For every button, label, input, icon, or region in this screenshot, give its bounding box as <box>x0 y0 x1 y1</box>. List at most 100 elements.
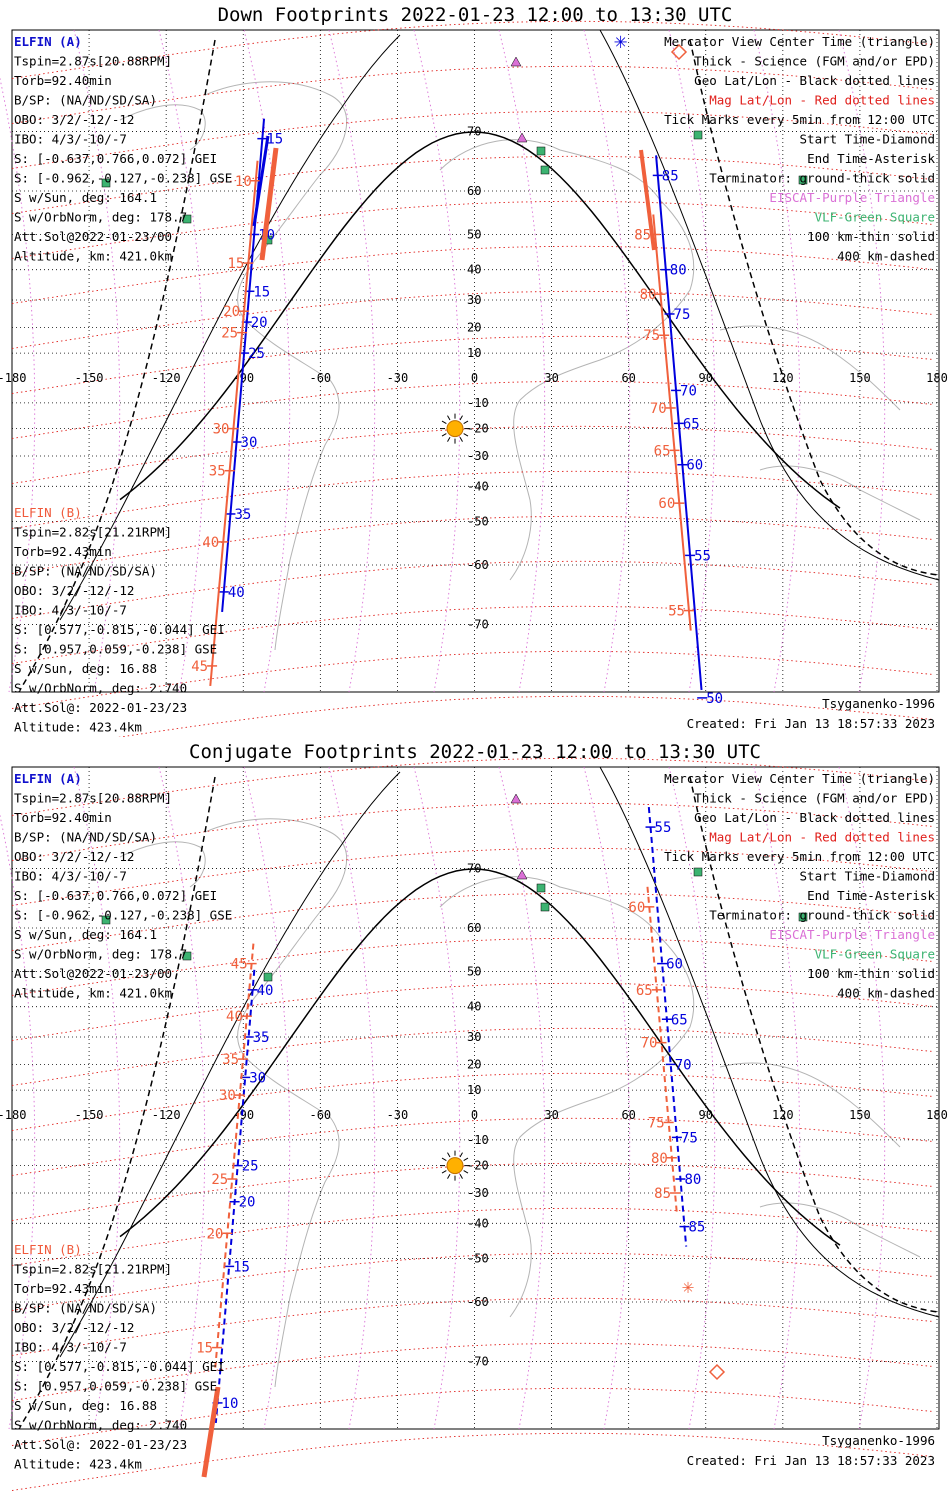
mag-parallel <box>11 245 933 304</box>
legend-item: 400 km-dashed <box>837 986 935 1001</box>
map-down-footprints: -180 -150 -120 -90 -60 -30 0 30 60 90 120 150 180706… <box>0 20 948 737</box>
elfin-b-track-east <box>646 886 678 1214</box>
coastline <box>119 104 206 151</box>
lon-tick-label: 30 <box>544 1108 558 1122</box>
vlf-square-icon <box>540 165 550 175</box>
mag-meridian <box>0 76 36 693</box>
elfin-a-track-west-tick-label: 15 <box>233 1259 250 1275</box>
elfin-a-track-east-tick-label: 85 <box>662 168 679 184</box>
terminator-400km <box>689 776 940 1313</box>
map-frame <box>11 29 940 693</box>
elfin-b-info-line: Tspin=2.82s[21.21RPM] <box>14 1262 172 1277</box>
elfin-a-info-line: S w/OrbNorm, deg: 178.7 <box>14 947 187 962</box>
lat-tick-label: 60 <box>467 921 481 935</box>
elfin-b-info-line: IBO: 4/3/-10/-7 <box>14 603 127 618</box>
lon-tick-label: 60 <box>621 1108 635 1122</box>
lat-tick-label: 10 <box>467 1083 481 1097</box>
mag-parallel <box>11 200 933 259</box>
lat-tick-label: 20 <box>467 1057 481 1071</box>
mag-parallel <box>11 290 933 349</box>
mag-meridian <box>753 29 801 693</box>
terminator-100km <box>599 29 940 581</box>
elfin-a-track-east-tick-label: 55 <box>694 548 711 564</box>
mag-meridian <box>0 813 36 1430</box>
elfin-b-track-east-tick-label: 85 <box>634 227 651 243</box>
lat-tick-label: 40 <box>467 1000 481 1014</box>
lat-tick-label: -40 <box>467 479 489 493</box>
elfin-a-track-west-tick-label: 30 <box>249 1070 266 1086</box>
elfin-b-info-line: S w/OrbNorm, deg: 2.740 <box>14 681 187 696</box>
elfin-a-track-east <box>647 806 688 1247</box>
terminator-ground <box>119 868 841 1246</box>
vlf-square-icon <box>693 867 703 877</box>
legend-item: Thick - Science (FGM and/or EPD) <box>694 54 935 69</box>
mag-parallel <box>11 1252 933 1311</box>
mag-meridian <box>498 29 546 693</box>
elfin-b-track-west-tick-label: 40 <box>202 535 219 551</box>
elfin-b-track-west-tick-label: 45 <box>191 659 208 675</box>
mag-parallel <box>11 1117 933 1176</box>
elfin-a-info-line: Tspin=2.87s[20.88RPM] <box>14 791 172 806</box>
elfin-b-info-line: B/SP: (NA/ND/SD/SA) <box>14 564 157 579</box>
elfin-a-info-line: S w/Sun, deg: 164.1 <box>14 190 157 205</box>
elfin-b-track-west <box>209 160 259 687</box>
coastline <box>719 325 901 411</box>
created-stamp: Created: Fri Jan 13 18:57:33 2023 <box>687 1453 935 1468</box>
elfin-a-track-west-tick-label: 15 <box>253 284 270 300</box>
elfin-b-track-east-tick-label: 70 <box>650 401 667 417</box>
elfin-b-info-line: Tspin=2.82s[21.21RPM] <box>14 525 172 540</box>
vlf-square-icon <box>798 175 808 185</box>
end-time-asterisk-icon: ✳ <box>682 1274 694 1298</box>
legend-item: VLF-Green Square <box>815 947 935 962</box>
elfin-a-track-east-tick-label: 80 <box>670 263 687 279</box>
lon-tick-label: -60 <box>309 371 331 385</box>
elfin-b-track-west-tick-label: 35 <box>209 464 226 480</box>
elfin-a-info-line: S: [-0.962,-0.127,-0.238] GSE <box>14 171 232 186</box>
sun-ray <box>447 437 451 442</box>
elfin-b-info-line: OBO: 3/2/-12/-12 <box>14 583 134 598</box>
elfin-a-info-line: Altitude, km: 421.0km <box>14 249 172 264</box>
elfin-a-info-line: OBO: 3/2/-12/-12 <box>14 849 134 864</box>
mag-parallel <box>11 1432 933 1491</box>
mag-meridian <box>73 29 121 693</box>
elfin-a-name: ELFIN (A) <box>14 34 82 49</box>
legend-item: 100 km-thin solid <box>807 966 935 981</box>
legend-item: Mercator View Center Time (triangle) <box>664 771 935 786</box>
vlf-square-icon <box>182 214 192 224</box>
lon-tick-label: 90 <box>699 371 713 385</box>
lat-tick-label: -60 <box>467 558 489 572</box>
elfin-a-track-east-tick-label: 70 <box>675 1057 692 1073</box>
sun-ray <box>441 420 447 425</box>
lat-tick-label: -10 <box>467 1133 489 1147</box>
lon-tick-label: -180 <box>0 371 26 385</box>
vlf-square-icon <box>693 130 703 140</box>
legend-item: Mag Lat/Lon - Red dotted lines <box>709 830 935 845</box>
lat-tick-label: -20 <box>467 422 489 436</box>
elfin-b-info-line: B/SP: (NA/ND/SD/SA) <box>14 1301 157 1316</box>
coastline <box>204 818 348 1388</box>
elfin-b-track-east-tick-label: 80 <box>640 287 657 303</box>
elfin-b-info-line: Torb=92.43min <box>14 1281 112 1296</box>
elfin-b-track-east-tick-label: 75 <box>643 328 660 344</box>
elfin-a-info-line: Att.Sol@2022-01-23/00 <box>14 229 172 244</box>
elfin-b-track-west-tick-label: 40 <box>226 1009 243 1025</box>
lat-tick-label: 40 <box>467 263 481 277</box>
mag-parallel <box>11 1027 933 1086</box>
elfin-b-track-west-tick-label: 25 <box>211 1172 228 1188</box>
mag-parallel <box>11 847 933 906</box>
elfin-b-track-east-tick-label: 65 <box>654 443 671 459</box>
elfin-a-track-west-tick-label: 20 <box>239 1195 256 1211</box>
eiscat-triangle-icon <box>516 869 528 880</box>
vlf-square-icon <box>182 951 192 961</box>
mag-parallel <box>11 515 933 574</box>
elfin-a-track-west <box>214 969 256 1424</box>
sun-icon <box>446 420 464 438</box>
sun-ray <box>441 433 447 437</box>
elfin-b-info-line: Att.Sol@: 2022-01-23/23 <box>14 1437 187 1452</box>
elfin-a-info-line: IBO: 4/3/-10/-7 <box>14 869 127 884</box>
legend-item: 400 km-dashed <box>837 249 935 264</box>
lon-tick-label: 0 <box>471 1108 478 1122</box>
mag-parallel <box>11 1207 933 1266</box>
coastline <box>759 465 921 521</box>
mag-parallel <box>11 335 933 394</box>
